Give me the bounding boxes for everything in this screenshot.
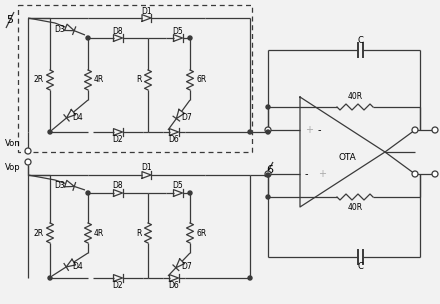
Text: D3: D3 (55, 181, 66, 189)
Text: D7: D7 (182, 112, 192, 122)
Text: 40R: 40R (348, 92, 363, 101)
Text: D5: D5 (172, 26, 183, 36)
Circle shape (86, 36, 90, 40)
Text: D1: D1 (141, 6, 152, 16)
Circle shape (188, 191, 192, 195)
Text: D2: D2 (113, 134, 123, 143)
Text: D8: D8 (113, 26, 123, 36)
Circle shape (432, 171, 438, 177)
Circle shape (48, 130, 52, 134)
Circle shape (25, 159, 31, 165)
Text: D5: D5 (172, 181, 183, 191)
Circle shape (412, 127, 418, 133)
Text: 2R: 2R (34, 229, 44, 237)
Text: Vop: Vop (5, 163, 21, 171)
Circle shape (412, 171, 418, 177)
Text: 2R: 2R (34, 75, 44, 85)
Circle shape (248, 276, 252, 280)
Text: 5: 5 (7, 15, 14, 25)
Text: D3: D3 (55, 25, 66, 33)
Bar (18, 5, 252, 152)
Text: -: - (318, 125, 322, 135)
Circle shape (266, 105, 270, 109)
Text: 6R: 6R (196, 75, 206, 85)
Text: D4: D4 (73, 262, 83, 271)
Text: C: C (357, 36, 363, 45)
Circle shape (248, 130, 252, 134)
Text: C: C (357, 262, 363, 271)
Circle shape (86, 191, 90, 195)
Text: D7: D7 (182, 262, 192, 271)
Text: D6: D6 (169, 134, 180, 143)
Circle shape (266, 130, 270, 134)
Text: +: + (318, 169, 326, 179)
Text: 6R: 6R (196, 229, 206, 237)
Text: -: - (305, 169, 308, 179)
Text: D8: D8 (113, 181, 123, 191)
Circle shape (266, 195, 270, 199)
Text: 6: 6 (267, 165, 274, 175)
Text: D4: D4 (73, 112, 83, 122)
Text: R: R (137, 75, 142, 85)
Circle shape (265, 127, 271, 133)
Circle shape (265, 171, 271, 177)
Text: 40R: 40R (348, 203, 363, 212)
Text: 4R: 4R (94, 75, 104, 85)
Text: OTA: OTA (338, 153, 356, 161)
Text: +: + (305, 125, 313, 135)
Circle shape (48, 276, 52, 280)
Circle shape (266, 173, 270, 177)
Circle shape (188, 36, 192, 40)
Text: D2: D2 (113, 281, 123, 289)
Text: 4R: 4R (94, 229, 104, 237)
Text: Von: Von (5, 139, 21, 147)
Text: R: R (137, 229, 142, 237)
Text: D1: D1 (141, 164, 152, 172)
Circle shape (25, 148, 31, 154)
Circle shape (432, 127, 438, 133)
Text: D6: D6 (169, 281, 180, 289)
